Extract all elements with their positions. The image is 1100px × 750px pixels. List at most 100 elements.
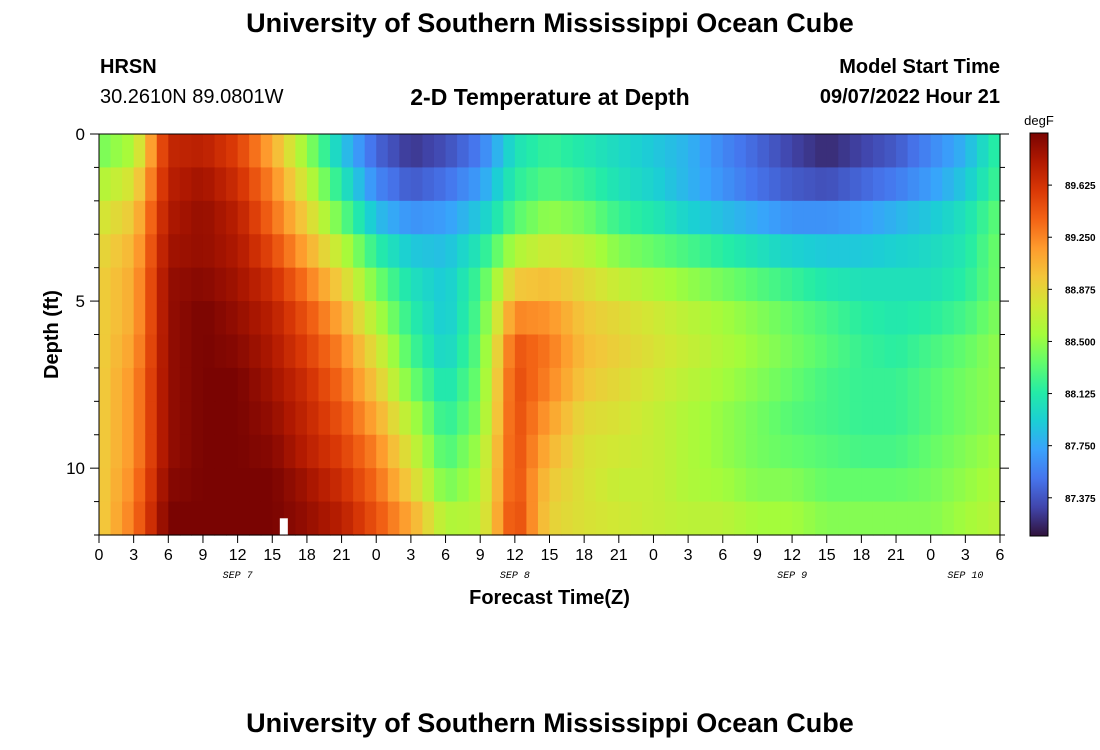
heatmap-cell [110, 401, 123, 436]
heatmap-cell [896, 367, 909, 402]
heatmap-cell [884, 401, 897, 436]
heatmap-cell [468, 134, 481, 169]
heatmap-cell [711, 234, 724, 269]
heatmap-cell [930, 367, 943, 402]
heatmap-cell [768, 234, 782, 269]
heatmap-cell [503, 501, 516, 536]
colorbar-tick-label: 88.500 [1065, 337, 1096, 348]
heatmap-cell [768, 134, 782, 169]
heatmap-cell [665, 501, 678, 536]
heatmap-cell [803, 334, 816, 369]
heatmap-cell [653, 301, 666, 336]
heatmap-cell [618, 401, 631, 436]
heatmap-cell [214, 267, 227, 302]
heatmap-cell [295, 468, 308, 503]
heatmap-cell [838, 334, 851, 369]
heatmap-cell [214, 434, 227, 469]
heatmap-cell [433, 434, 447, 469]
heatmap-cell [341, 234, 354, 269]
heatmap-cell [330, 234, 343, 269]
heatmap-cell [237, 367, 250, 402]
heatmap-cell [572, 267, 585, 302]
colorbar-tick-label: 89.625 [1065, 181, 1096, 192]
heatmap-cell [202, 434, 216, 469]
heatmap-cell [699, 468, 712, 503]
heatmap-cell [226, 134, 239, 169]
heatmap-cell [341, 434, 354, 469]
heatmap-cell [237, 301, 250, 336]
heatmap-cell [353, 501, 366, 536]
heatmap-cell [676, 401, 689, 436]
heatmap-cell [422, 468, 435, 503]
heatmap-cell [595, 167, 608, 202]
heatmap-cell [826, 301, 839, 336]
heatmap-cell [283, 367, 296, 402]
heatmap-cell [226, 367, 239, 402]
heatmap-cell [953, 234, 966, 269]
heatmap-cell [607, 468, 620, 503]
heatmap-cell [514, 334, 527, 369]
x-tick-label: 15 [541, 547, 559, 564]
heatmap-cell [780, 134, 793, 169]
heatmap-cell [896, 434, 909, 469]
heatmap-cell [422, 367, 435, 402]
heatmap-cell [722, 468, 735, 503]
heatmap-cell [942, 301, 955, 336]
heatmap-cell [757, 234, 770, 269]
x-tick-label: 21 [887, 547, 905, 564]
heatmap-cell [780, 434, 793, 469]
heatmap-cell [480, 367, 493, 402]
heatmap-cell [976, 501, 990, 536]
heatmap-cell [711, 167, 724, 202]
heatmap-cell [318, 301, 331, 336]
heatmap-cell [249, 401, 262, 436]
heatmap-cell [133, 301, 146, 336]
heatmap-cell [145, 167, 158, 202]
heatmap-cell [318, 434, 331, 469]
date-label: SEP 7 [223, 571, 253, 582]
heatmap-cell [872, 501, 886, 536]
heatmap-cell [168, 301, 181, 336]
heatmap-cell [849, 167, 862, 202]
heatmap-cell [838, 167, 851, 202]
heatmap-cell [919, 167, 932, 202]
heatmap-cell [122, 468, 135, 503]
heatmap-cell [561, 367, 574, 402]
heatmap-cell [318, 200, 331, 235]
heatmap-cell [641, 367, 655, 402]
heatmap-cell [491, 334, 504, 369]
heatmap-cell [607, 267, 620, 302]
heatmap-cell [976, 200, 990, 235]
heatmap-cell [364, 234, 377, 269]
colorbar-tick-label: 89.250 [1065, 233, 1096, 244]
heatmap-cell [491, 234, 504, 269]
heatmap-cell [457, 434, 470, 469]
heatmap-cell [99, 334, 112, 369]
heatmap-cell [468, 200, 481, 235]
heatmap-cell [445, 468, 458, 503]
heatmap-cell [792, 234, 805, 269]
heatmap-cell [699, 267, 712, 302]
x-tick-label: 12 [783, 547, 801, 564]
heatmap-cell [156, 234, 169, 269]
heatmap-cell [722, 434, 735, 469]
heatmap-cell [792, 501, 805, 536]
heatmap-cell [665, 267, 678, 302]
x-tick-label: 6 [441, 547, 450, 564]
heatmap-cell [537, 468, 551, 503]
heatmap-cell [907, 234, 920, 269]
heatmap-cell [780, 501, 793, 536]
heatmap-cell [168, 134, 181, 169]
heatmap-cell [930, 468, 943, 503]
heatmap-cell [930, 134, 943, 169]
heatmap-cell [907, 334, 920, 369]
heatmap-cell [433, 167, 447, 202]
heatmap-cell [919, 134, 932, 169]
heatmap-cell [283, 167, 296, 202]
heatmap-cell [549, 167, 562, 202]
heatmap-cell [607, 134, 620, 169]
heatmap-cell [503, 200, 516, 235]
heatmap-cell [272, 134, 285, 169]
heatmap-cell [122, 134, 135, 169]
heatmap-cell [803, 234, 816, 269]
